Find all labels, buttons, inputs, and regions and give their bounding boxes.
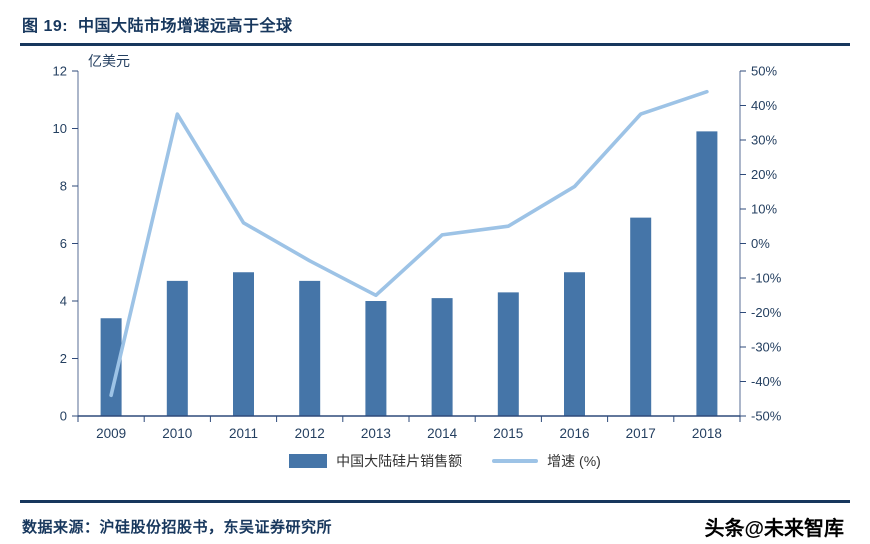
x-category-label: 2014	[427, 426, 458, 441]
x-category-label: 2011	[229, 426, 258, 441]
left-tick-label: 4	[60, 294, 67, 309]
left-tick-label: 2	[60, 351, 67, 366]
right-tick-label: 50%	[751, 64, 777, 79]
growth-line	[109, 89, 709, 398]
x-category-label: 2012	[295, 426, 325, 441]
right-tick-label: -30%	[751, 340, 782, 355]
left-axis-ticks: 0 2 4 6 8 10 12	[53, 64, 78, 424]
right-axis-ticks: -50% -40% -30% -20% -10% 0% 10% 20% 30% 40% 50%	[740, 64, 782, 424]
right-tick-label: 0%	[751, 236, 770, 251]
right-tick-label: 30%	[751, 133, 777, 148]
footer-divider	[20, 500, 850, 503]
bar-2015	[497, 292, 519, 416]
legend-label-sales: 中国大陆硅片销售额	[336, 453, 463, 469]
left-tick-label: 12	[53, 64, 67, 79]
bar-2018	[696, 131, 718, 416]
x-category-label: 2016	[559, 426, 589, 441]
x-category-label: 2015	[493, 426, 523, 441]
unit-label: 亿美元	[88, 53, 130, 69]
x-category-label: 2018	[692, 426, 722, 441]
footer: 数据来源：沪硅股份招股书，东吴证券研究所 头条@未来智库	[0, 503, 870, 541]
chart-legend: 中国大陆硅片销售额 增速 (%)	[20, 450, 870, 472]
left-tick-label: 8	[60, 179, 67, 194]
watermark-text: 头条@未来智库	[704, 517, 844, 540]
x-category-label: 2009	[96, 426, 126, 441]
line-swatch-icon	[492, 459, 539, 463]
bar-series	[100, 131, 718, 416]
data-source-text: 数据来源：沪硅股份招股书，东吴证券研究所	[22, 518, 333, 536]
left-tick-label: 6	[60, 236, 67, 251]
x-category-label: 2017	[626, 426, 656, 441]
right-tick-label: 20%	[751, 167, 777, 182]
bar-2012	[299, 280, 321, 416]
x-category-label: 2013	[361, 426, 391, 441]
right-tick-label: -50%	[751, 409, 782, 424]
right-tick-label: -40%	[751, 374, 782, 389]
legend-item-growth: 增速 (%)	[492, 451, 601, 471]
left-tick-label: 0	[60, 409, 67, 424]
x-category-label: 2010	[162, 426, 192, 441]
left-tick-label: 10	[53, 121, 67, 136]
title-divider	[20, 43, 850, 46]
combo-chart: 亿美元 0 2 4 6 8 10 12 -50% -40% -30% -20% -10% 0% 10% 2…	[53, 53, 782, 441]
legend-label-growth: 增速 (%)	[547, 453, 601, 469]
bar-2017	[630, 217, 652, 416]
bar-2009	[100, 318, 122, 416]
right-tick-label: 40%	[751, 98, 777, 113]
right-tick-label: -10%	[751, 271, 782, 286]
bar-swatch-icon	[289, 454, 328, 468]
x-axis-labels: 2009 2010 2011 2012 2013 2014 2015 2016 2017 2018	[77, 416, 741, 441]
chart-header: 图 19: 中国大陆市场增速远高于全球	[0, 0, 870, 36]
chart-area: 亿美元 0 2 4 6 8 10 12 -50% -40% -30% -20% -10% 0% 10% 2…	[20, 46, 870, 472]
line-series	[109, 89, 709, 398]
legend-item-sales: 中国大陆硅片销售额	[289, 451, 462, 471]
bar-2016	[564, 272, 585, 416]
chart-title: 图 19: 中国大陆市场增速远高于全球	[22, 18, 293, 35]
right-tick-label: -20%	[751, 305, 782, 320]
right-tick-label: 10%	[751, 202, 777, 217]
bar-2013	[365, 301, 387, 416]
bar-2014	[431, 298, 453, 416]
bar-2010	[166, 280, 188, 416]
bar-2011	[233, 272, 254, 416]
